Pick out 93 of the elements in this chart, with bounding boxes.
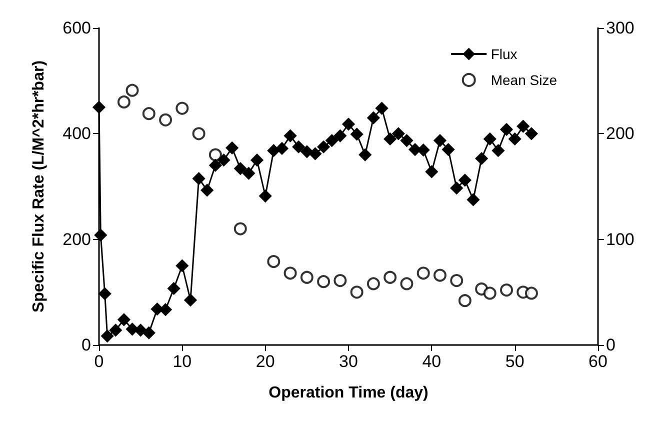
point [342, 118, 355, 130]
y2-tick-label: 0 [606, 336, 616, 354]
point [259, 190, 272, 202]
point [92, 101, 106, 114]
point [242, 167, 255, 180]
y-tick-label: 0 [82, 336, 91, 354]
point [384, 132, 396, 146]
point [317, 275, 330, 288]
point [524, 286, 538, 300]
point [118, 313, 130, 326]
x-axis-title: Operation Time (day) [268, 384, 428, 402]
point [475, 152, 488, 165]
point [400, 134, 413, 147]
point [168, 282, 180, 295]
x-tick-label: 40 [422, 352, 442, 371]
point [492, 144, 504, 157]
point [109, 324, 122, 336]
x-tick-label: 10 [172, 352, 192, 371]
y2-tick-label: 200 [606, 124, 634, 144]
point [326, 134, 338, 147]
point [450, 274, 464, 288]
point [384, 270, 397, 284]
point [200, 184, 214, 196]
point [126, 84, 139, 97]
x-tick-label: 0 [94, 352, 104, 371]
point [458, 294, 472, 308]
point [267, 255, 280, 268]
point [98, 288, 112, 300]
point [350, 286, 364, 299]
point [234, 162, 247, 175]
point [192, 172, 206, 185]
point [467, 193, 480, 206]
point [483, 286, 496, 300]
point [376, 102, 388, 115]
point [358, 148, 372, 162]
point [142, 326, 156, 340]
x-tick-label: 50 [505, 352, 524, 371]
point [176, 260, 188, 272]
point [308, 147, 322, 160]
point [284, 266, 297, 280]
point [176, 102, 189, 115]
point [317, 140, 330, 154]
point [300, 145, 314, 158]
point [484, 132, 496, 146]
point [142, 107, 156, 120]
point [500, 284, 514, 297]
y-tick-label: 200 [62, 230, 91, 249]
point [192, 127, 206, 140]
point [442, 143, 455, 156]
y2-tick-label: 300 [606, 18, 634, 38]
point [366, 277, 380, 290]
point [300, 270, 314, 284]
x-tick-label: 20 [256, 352, 275, 371]
point [334, 274, 347, 288]
point [284, 130, 297, 142]
point [117, 95, 130, 108]
point [450, 182, 463, 194]
point [94, 228, 107, 242]
point [159, 113, 172, 126]
point [416, 266, 430, 280]
point [218, 154, 230, 166]
point [500, 123, 513, 136]
legend-label: Mean Size [490, 72, 558, 88]
point [250, 154, 264, 166]
point [184, 294, 197, 306]
point [350, 128, 364, 140]
y-tick-label: 600 [62, 18, 91, 38]
point [209, 159, 222, 172]
point [276, 142, 288, 155]
point [134, 324, 147, 336]
point [434, 134, 446, 147]
point [433, 268, 446, 282]
legend-label: Flux [490, 46, 518, 62]
point [208, 148, 222, 162]
x-tick-label: 30 [339, 352, 358, 371]
point [516, 120, 530, 133]
y-tick-label: 400 [62, 124, 91, 144]
point [334, 130, 346, 142]
point [292, 140, 305, 154]
point [525, 127, 538, 140]
point [425, 165, 438, 178]
x-tick-label: 60 [588, 352, 608, 371]
point [226, 142, 238, 154]
point [508, 132, 522, 146]
y2-tick-label: 100 [606, 230, 634, 249]
point [367, 112, 380, 124]
point [392, 127, 405, 140]
point [417, 144, 430, 156]
point [101, 330, 114, 342]
y-axis-title: Specific Flux Rate (L/M^2*hr*bar) [30, 60, 48, 313]
point [234, 222, 247, 236]
point [458, 174, 472, 186]
point [400, 277, 414, 290]
